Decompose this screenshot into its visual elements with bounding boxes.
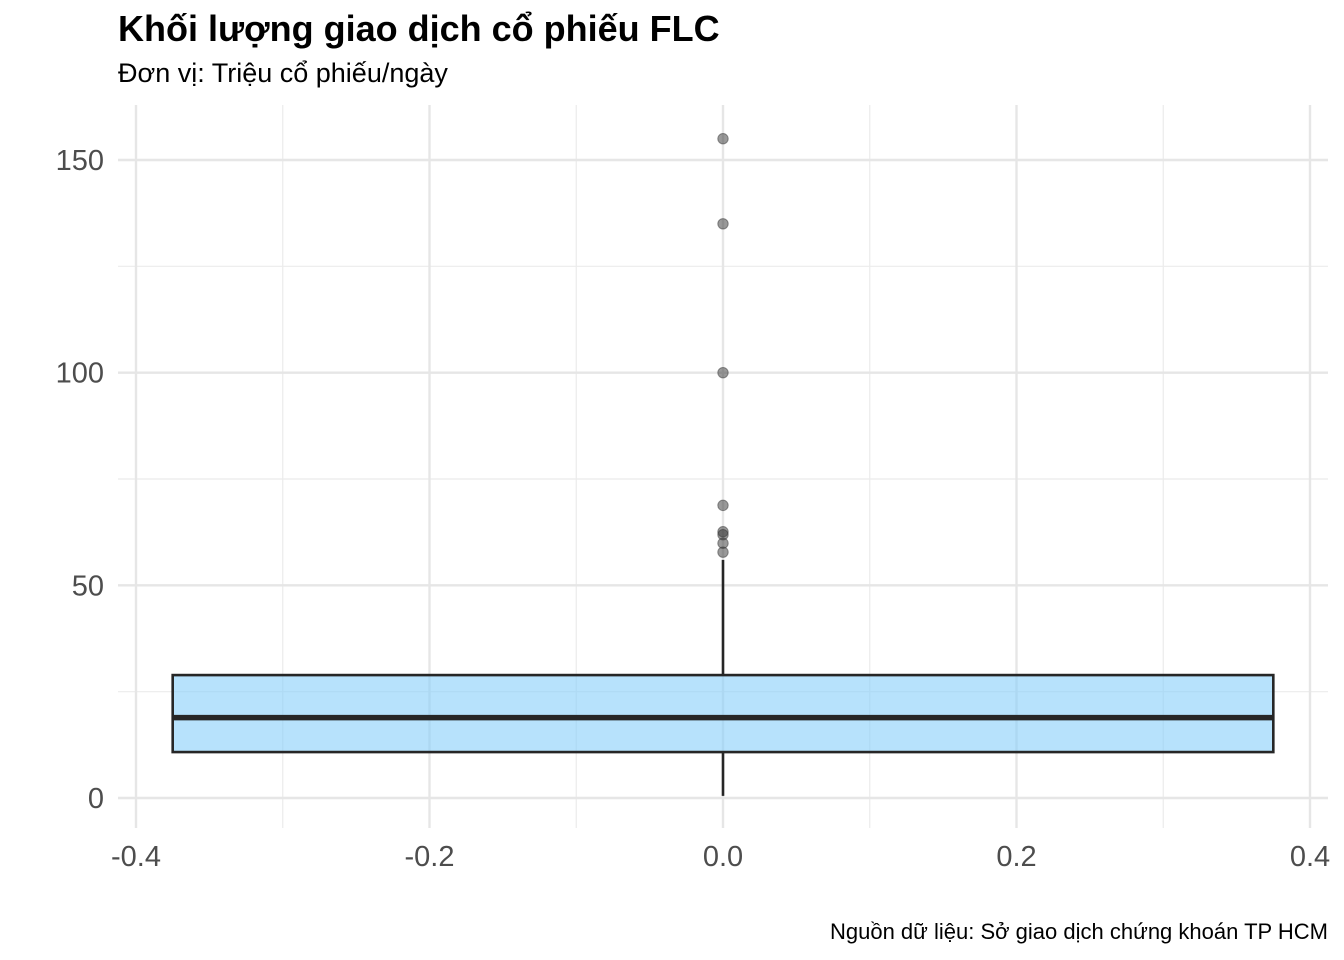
chart-subtitle: Đơn vị: Triệu cổ phiếu/ngày: [118, 58, 448, 88]
y-tick-label: 150: [56, 145, 104, 177]
x-tick-label: 0.4: [1290, 841, 1330, 873]
x-tick-label: 0.0: [703, 841, 743, 873]
y-tick-label: 50: [72, 570, 104, 602]
box-layer: [171, 559, 1275, 796]
box-iqr: [171, 673, 1275, 754]
outlier-point: [717, 218, 729, 230]
chart-title: Khối lượng giao dịch cổ phiếu FLC: [118, 8, 720, 49]
axis-layer: -0.4 -0.2 0.0 0.2 0.4 0 50 100 150: [56, 145, 1331, 873]
outlier-layer: [717, 133, 729, 558]
outlier-point: [717, 133, 729, 145]
outlier-point: [717, 366, 729, 379]
x-tick-label: 0.2: [996, 841, 1036, 873]
y-tick-label: 0: [88, 783, 104, 815]
x-tick-label: -0.2: [405, 841, 455, 873]
outlier-point: [717, 499, 729, 512]
chart-caption: Nguồn dữ liệu: Sở giao dịch chứng khoán …: [829, 919, 1328, 944]
x-tick-label: -0.4: [111, 841, 161, 873]
y-tick-label: 100: [56, 358, 104, 390]
outlier-point: [717, 526, 729, 538]
